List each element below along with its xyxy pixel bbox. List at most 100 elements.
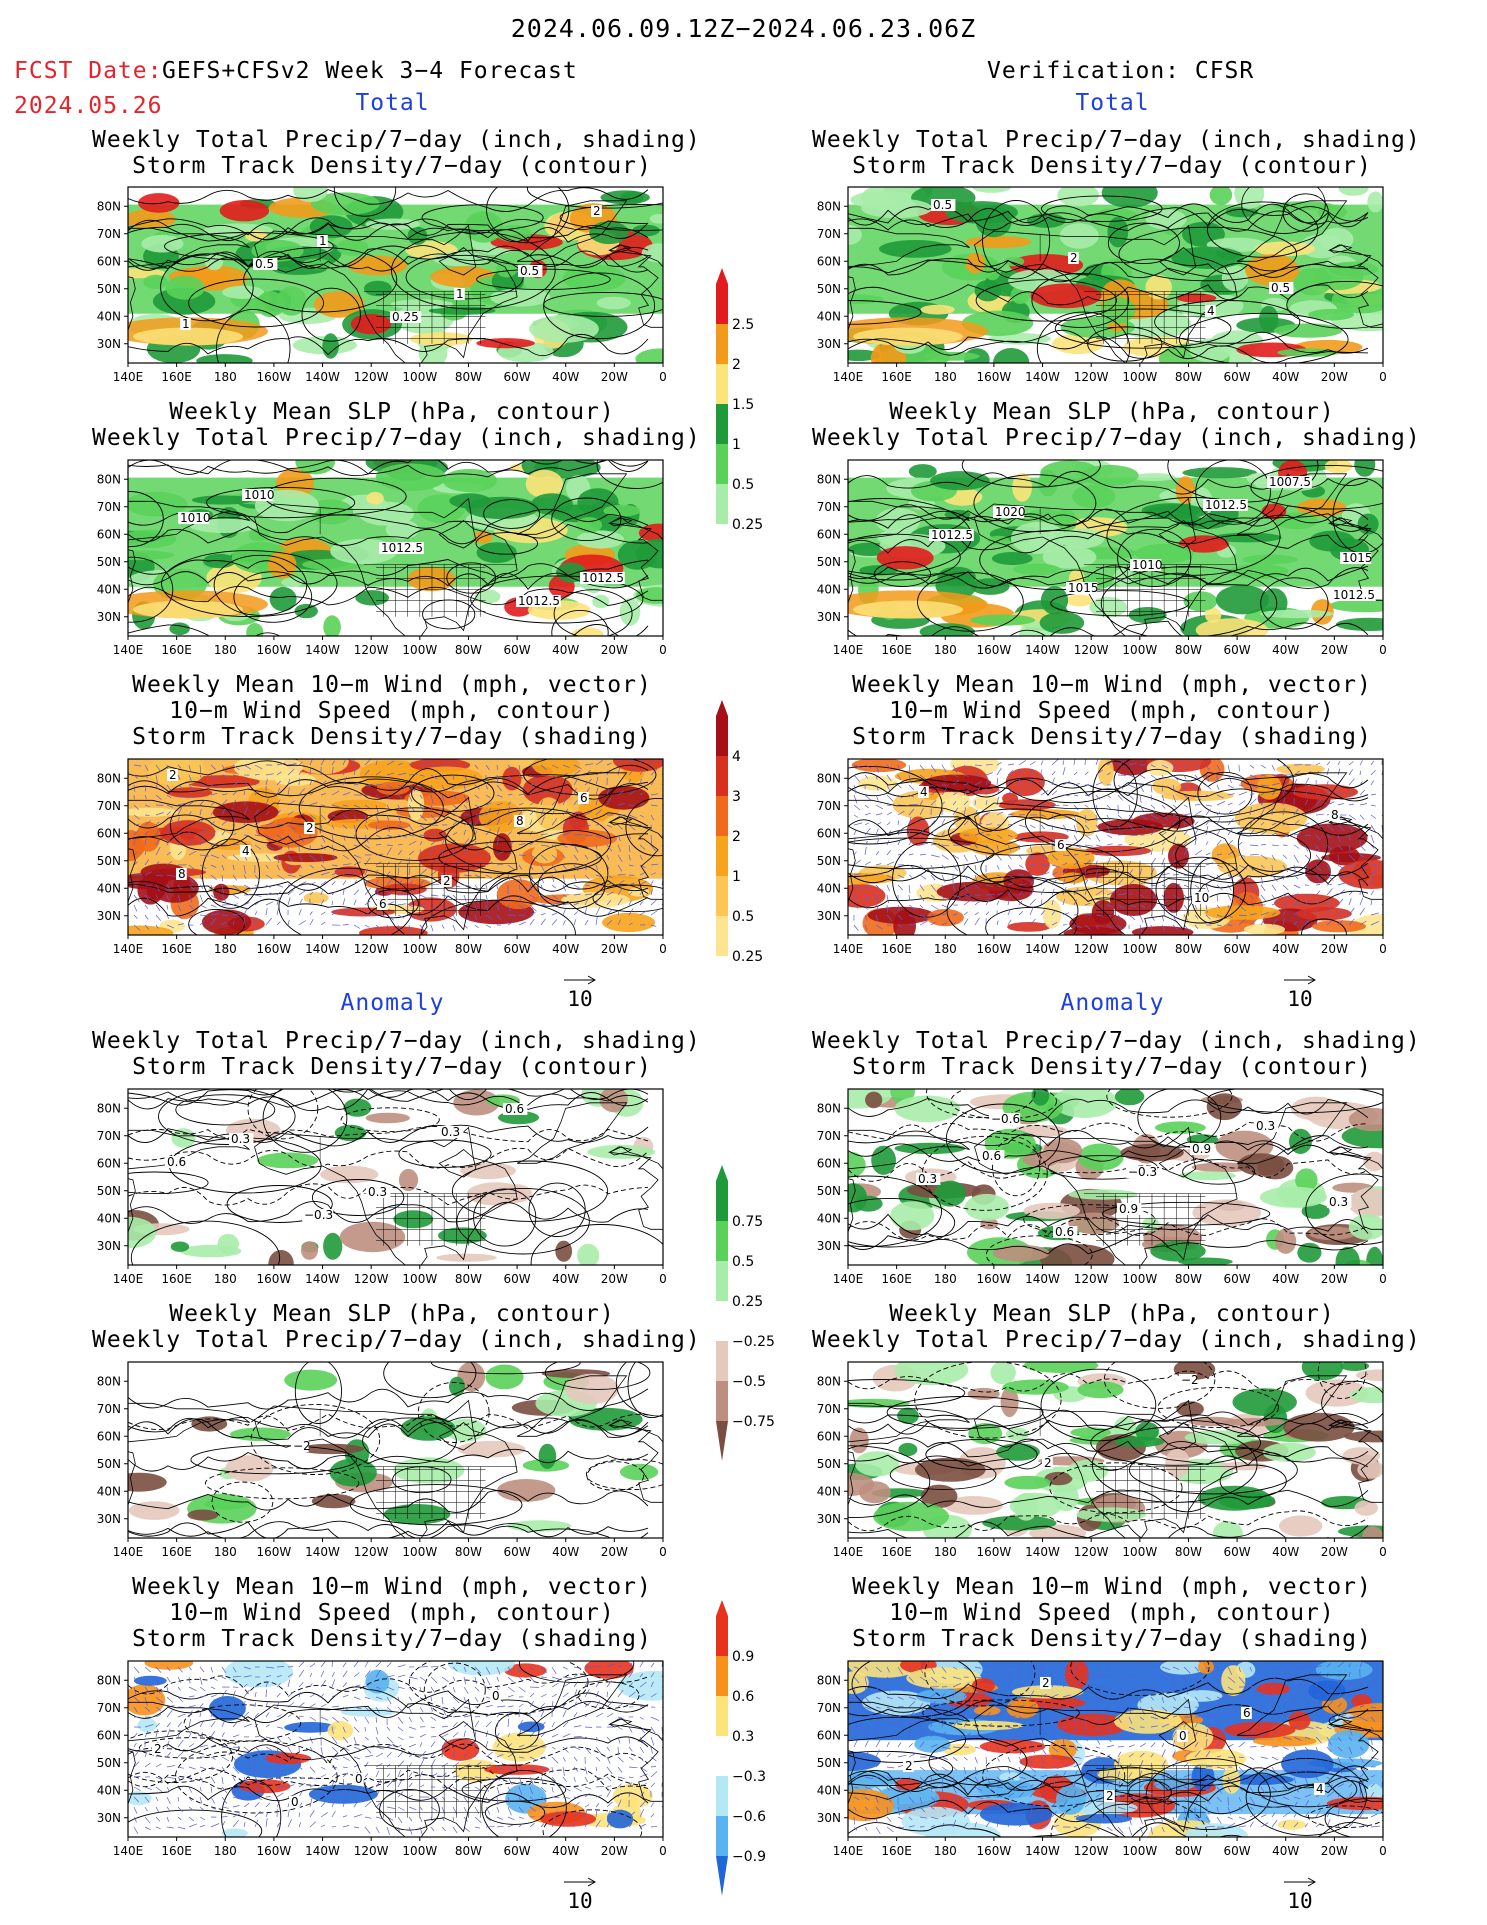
wind-vector [397,880,402,886]
wind-vector [430,924,434,932]
lon-tick-label: 180 [214,942,237,956]
wind-vector [650,781,654,786]
wind-vector [573,918,577,926]
wind-vector [1073,1706,1080,1711]
shade-cell [495,224,532,242]
wind-vector [650,1716,660,1721]
coastline-asia [128,1701,250,1805]
wind-vector [1062,767,1066,776]
coastline-europe [1328,1419,1383,1503]
wind-vector [463,1686,469,1694]
wind-vector [1007,1673,1011,1678]
wind-vector [430,832,436,836]
wind-vector [595,844,598,849]
wind-vector [1051,1661,1054,1668]
wind-vector [853,1696,856,1703]
wind-vector [864,914,868,921]
wind-vector [320,1774,327,1778]
map-observed-total-slp-precip: 1012.5102010101007.51012.510151012.51015… [817,459,1387,657]
wind-vector [1293,901,1302,906]
lat-tick-label: 40N [817,881,841,895]
wind-vector [1271,1721,1276,1728]
wind-vector [496,1676,499,1682]
contour-line [1106,1089,1233,1118]
wind-vector [177,1666,183,1673]
wind-vector [386,1780,393,1788]
wind-vector [595,798,598,806]
wind-vector [1205,804,1213,807]
wind-vector [243,801,247,806]
wind-vector [1128,1735,1134,1738]
wind-vector [1326,761,1331,766]
shade-cell [409,332,473,347]
state-borders [319,1135,518,1246]
contour-line [422,599,476,630]
wind-vector [617,1792,622,1798]
wind-vector [133,1732,138,1738]
wind-vector [232,903,238,906]
wind-vector [1029,854,1034,860]
shade-cell [529,315,599,343]
wind-vector [963,874,968,880]
contour-group [128,187,663,363]
wind-vector [463,874,472,877]
wind-vector [875,828,879,836]
wind-vector [276,771,282,776]
wind-vector [375,1770,380,1778]
wind-vector [1249,774,1257,779]
shade-cell [517,1721,545,1733]
wind-vector [210,784,218,789]
wind-vector [985,812,990,816]
lon-tick-label: 40W [552,1545,579,1559]
wind-vector [144,1816,151,1824]
wind-vector [265,864,269,869]
shade-cell [1026,213,1066,228]
shade-cell [1305,859,1331,884]
wind-vector [210,830,217,836]
title-fc-total-precip-1: Weekly Total Precip/7−day (inch, shading… [92,127,701,153]
wind-vector [1194,784,1196,792]
shade-cell [992,1244,1050,1262]
wind-vector [1040,834,1043,840]
shade-cell [1184,1430,1255,1445]
wind-vector [1117,868,1120,876]
shade-cell [853,600,963,619]
wind-vector [232,1700,236,1708]
wind-vector [908,1730,911,1738]
wind-vector [375,834,383,839]
contour-label: 1012.5 [1205,498,1247,512]
lon-tick-label: 80W [455,1844,482,1858]
wind-vector [1183,830,1188,836]
wind-vector [919,829,924,836]
contour-line [128,1416,649,1439]
wind-vector [452,774,455,780]
wind-vector [221,1701,225,1708]
wind-vector [551,1721,555,1728]
wind-vector [897,1719,901,1728]
shade-cell [604,815,629,828]
wind-vector [1205,826,1209,836]
shade-cell [1212,1520,1243,1538]
wind-vector [628,768,635,776]
wind-vector [496,810,500,816]
shade-cell [1276,763,1325,775]
wind-vector [452,1732,459,1738]
contour-line [980,843,1125,893]
shade-cell [257,1152,319,1169]
contour-label-bg [366,1186,391,1198]
wind-vector [1095,781,1103,786]
contour-label-bg [1267,476,1312,488]
wind-vector [485,874,493,879]
contour-label-bg [176,868,187,880]
wind-vector [930,791,936,796]
wind-vector [1194,1676,1198,1685]
wind-vector [897,1714,904,1718]
wind-vector [1216,853,1223,856]
shade-cell [879,240,952,258]
wind-vector [199,1712,201,1718]
shade-cell [1101,187,1158,208]
wind-vector [133,1742,137,1748]
wind-vector [177,1816,182,1820]
wind-vector [298,898,303,906]
wind-vector [364,868,369,876]
